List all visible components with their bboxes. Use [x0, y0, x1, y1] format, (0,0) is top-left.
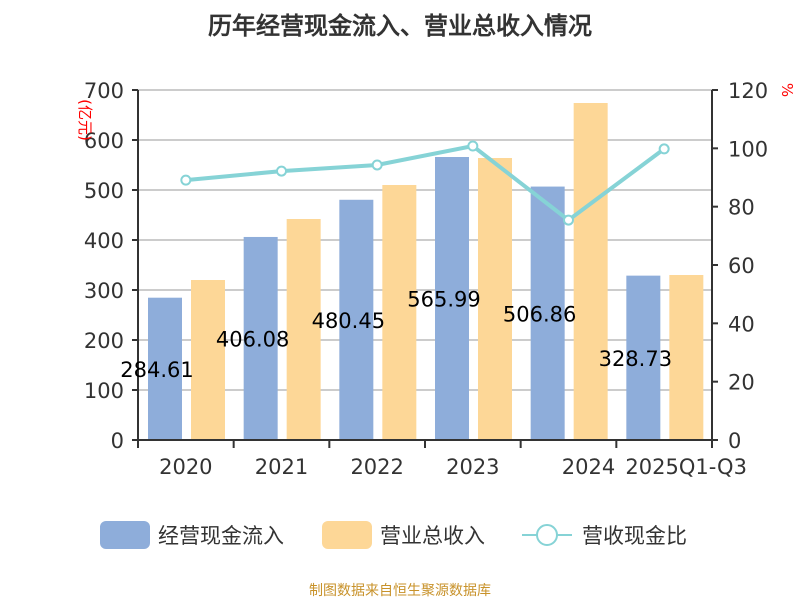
y-tick-label: 400 — [84, 229, 124, 253]
data-label: 328.73 — [599, 347, 672, 371]
data-label: 506.86 — [503, 302, 576, 326]
bar-cash-inflow — [530, 186, 565, 440]
y2-tick-label: 120 — [728, 79, 768, 103]
x-tick-label: 2023 — [446, 455, 499, 479]
y2-tick-label: 80 — [728, 196, 755, 220]
legend-swatch — [100, 521, 150, 549]
legend-marker — [536, 524, 558, 546]
bar-revenue — [382, 185, 417, 440]
data-label: 565.99 — [407, 288, 480, 312]
x-tick-label: 2021 — [255, 455, 308, 479]
x-tick-label: 2020 — [159, 455, 212, 479]
data-label: 480.45 — [312, 309, 385, 333]
y2-tick-label: 100 — [728, 137, 768, 161]
y-tick-label: 500 — [84, 179, 124, 203]
bar-cash-inflow — [626, 275, 661, 440]
x-tick-label: 2022 — [350, 455, 403, 479]
y-tick-label: 600 — [84, 129, 124, 153]
bar-cash-inflow — [435, 157, 469, 440]
bar-cash-inflow — [243, 236, 278, 440]
y-tick-label: 0 — [111, 429, 124, 453]
y-tick-label: 700 — [84, 79, 124, 103]
legend-label: 营业总收入 — [380, 524, 485, 548]
bar-cash-inflow — [148, 297, 182, 440]
line-point — [467, 140, 479, 152]
y2-tick-label: 20 — [728, 371, 755, 395]
x-tick-label: 2025Q1-Q3 — [625, 455, 747, 479]
legend-label: 经营现金流入 — [158, 524, 284, 548]
chart-title: 历年经营现金流入、营业总收入情况 — [208, 12, 592, 40]
bar-revenue — [191, 280, 225, 440]
line-point — [180, 174, 192, 186]
source-note: 制图数据来自恒生聚源数据库 — [309, 583, 491, 599]
line-point — [563, 214, 574, 226]
bar-cash-inflow — [339, 199, 374, 440]
bar-revenue — [286, 219, 321, 440]
data-label: 284.61 — [120, 358, 193, 382]
x-tick-label: 2024 — [562, 455, 615, 479]
bar-revenue — [573, 103, 608, 440]
y-tick-label: 300 — [84, 279, 124, 303]
bar-revenue — [478, 158, 512, 440]
legend-label: 营收现金比 — [582, 524, 687, 548]
data-label: 406.08 — [216, 327, 289, 351]
legend-swatch — [322, 521, 372, 549]
bar-revenue — [669, 275, 704, 440]
line-ratio — [185, 143, 666, 223]
line-point — [371, 159, 383, 171]
line-point — [276, 165, 287, 177]
y2-tick-label: 60 — [728, 254, 755, 278]
y-axis-label: (亿元) — [76, 99, 94, 141]
y2-tick-label: 0 — [728, 429, 741, 453]
line-point — [658, 143, 670, 155]
y-tick-label: 100 — [84, 379, 124, 403]
y-tick-label: 200 — [84, 329, 124, 353]
y2-tick-label: 40 — [728, 312, 755, 336]
y2-axis-label: % — [778, 83, 796, 97]
